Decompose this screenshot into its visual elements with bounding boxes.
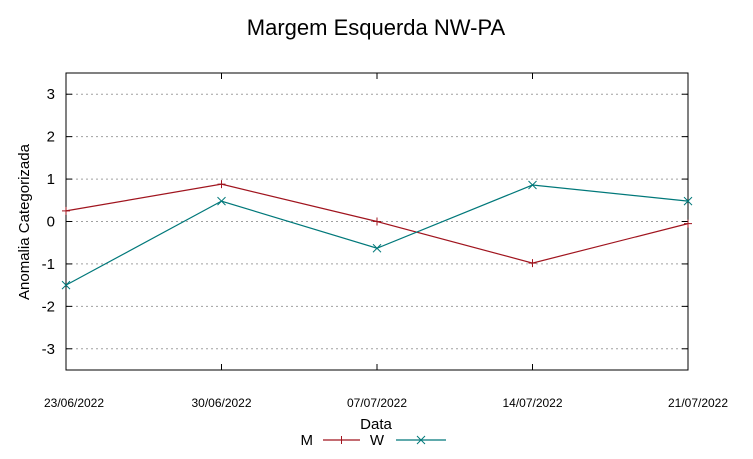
x-tick-label: 30/06/2022 bbox=[191, 396, 251, 410]
axis-ticks bbox=[65, 73, 689, 370]
y-tick-labels: -3 -2 -1 0 1 2 3 bbox=[42, 86, 55, 358]
legend-marker bbox=[416, 435, 426, 445]
data-point-M bbox=[373, 217, 381, 226]
data-point-M bbox=[217, 180, 226, 189]
data-point-W bbox=[683, 196, 693, 206]
y-axis-label: Anomalia Categorizada bbox=[16, 143, 33, 300]
x-tick-label: 14/07/2022 bbox=[502, 396, 562, 410]
series-layer bbox=[61, 180, 693, 290]
y-tick-label: -1 bbox=[42, 256, 55, 273]
legend-item-W: W bbox=[370, 432, 446, 449]
y-tick-label: 1 bbox=[47, 171, 55, 188]
data-point-W bbox=[372, 243, 382, 253]
y-tick-label: 2 bbox=[47, 129, 55, 146]
y-tick-label: -3 bbox=[42, 341, 55, 358]
x-tick-label: 21/07/2022 bbox=[668, 396, 728, 410]
data-point-W bbox=[217, 196, 226, 206]
legend-label: M bbox=[301, 432, 314, 449]
chart-title: Margem Esquerda NW-PA bbox=[247, 15, 506, 40]
data-point-M bbox=[62, 206, 70, 215]
series-line-W bbox=[65, 184, 689, 286]
y-tick-label: -2 bbox=[42, 298, 55, 315]
x-axis-label: Data bbox=[360, 416, 392, 433]
data-point-W bbox=[528, 180, 537, 190]
y-tick-label: 3 bbox=[47, 86, 55, 103]
x-tick-label: 07/07/2022 bbox=[347, 396, 407, 410]
y-tick-label: 0 bbox=[47, 214, 55, 231]
data-point-W bbox=[61, 280, 71, 290]
data-point-M bbox=[684, 219, 692, 228]
legend-marker bbox=[337, 436, 346, 444]
series-W bbox=[61, 180, 693, 290]
legend-label: W bbox=[370, 432, 385, 449]
x-tick-label: 23/06/2022 bbox=[44, 396, 104, 410]
x-tick-labels: 23/06/2022 30/06/2022 07/07/2022 14/07/2022… bbox=[44, 396, 728, 410]
data-point-M bbox=[528, 259, 537, 268]
series-M bbox=[62, 180, 692, 268]
legend-item-M: M bbox=[301, 432, 360, 449]
